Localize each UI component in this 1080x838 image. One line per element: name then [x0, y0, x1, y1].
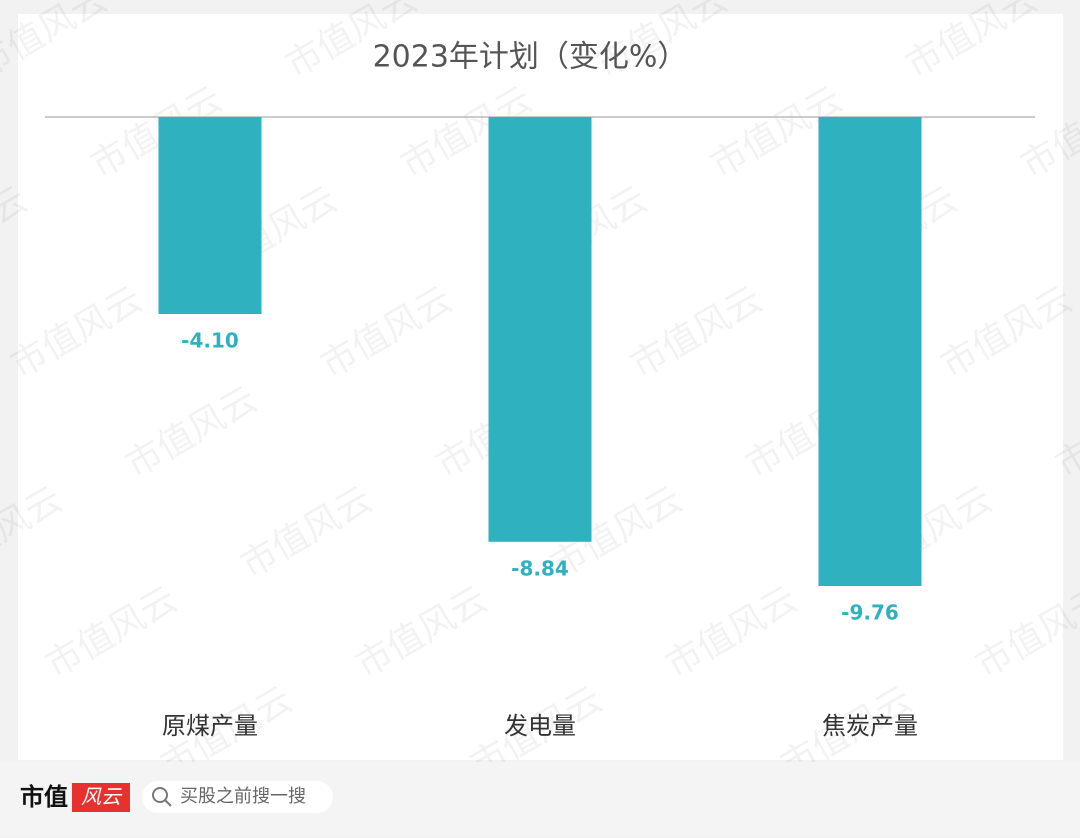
value-label: -9.76 [841, 601, 899, 625]
x-tick-label: 原煤产量 [162, 712, 258, 740]
logo: 市值 [20, 783, 68, 811]
value-label: -8.84 [511, 556, 569, 580]
plot: -4.10 原煤产量 -8.84 发电量 -9.76 焦炭产量 [158, 117, 922, 740]
value-label: -4.10 [181, 329, 239, 353]
search-text: 买股之前搜一搜 [180, 786, 306, 807]
logo-mark: 风云 [81, 785, 123, 809]
bar [488, 117, 592, 542]
logo-mark-box [72, 783, 130, 812]
bar [818, 117, 922, 586]
chart-title: 2023年计划（变化%） [373, 40, 688, 75]
search-icon-handle [164, 799, 172, 807]
x-tick-label: 发电量 [504, 712, 576, 740]
bar [158, 117, 262, 315]
x-tick-label: 焦炭产量 [822, 712, 918, 740]
search-icon [152, 787, 168, 803]
search-box[interactable] [142, 781, 333, 813]
